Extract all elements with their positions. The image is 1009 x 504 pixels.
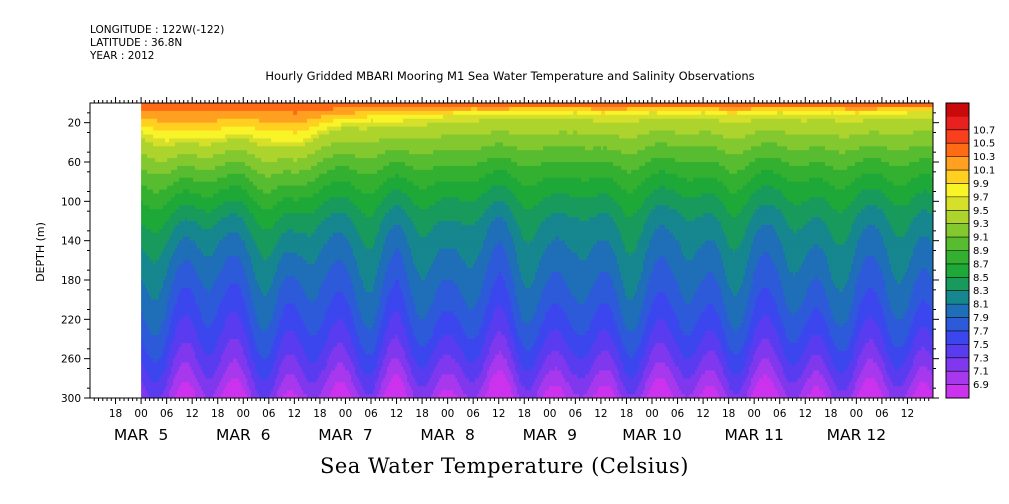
heatmap-cells [141, 103, 933, 398]
